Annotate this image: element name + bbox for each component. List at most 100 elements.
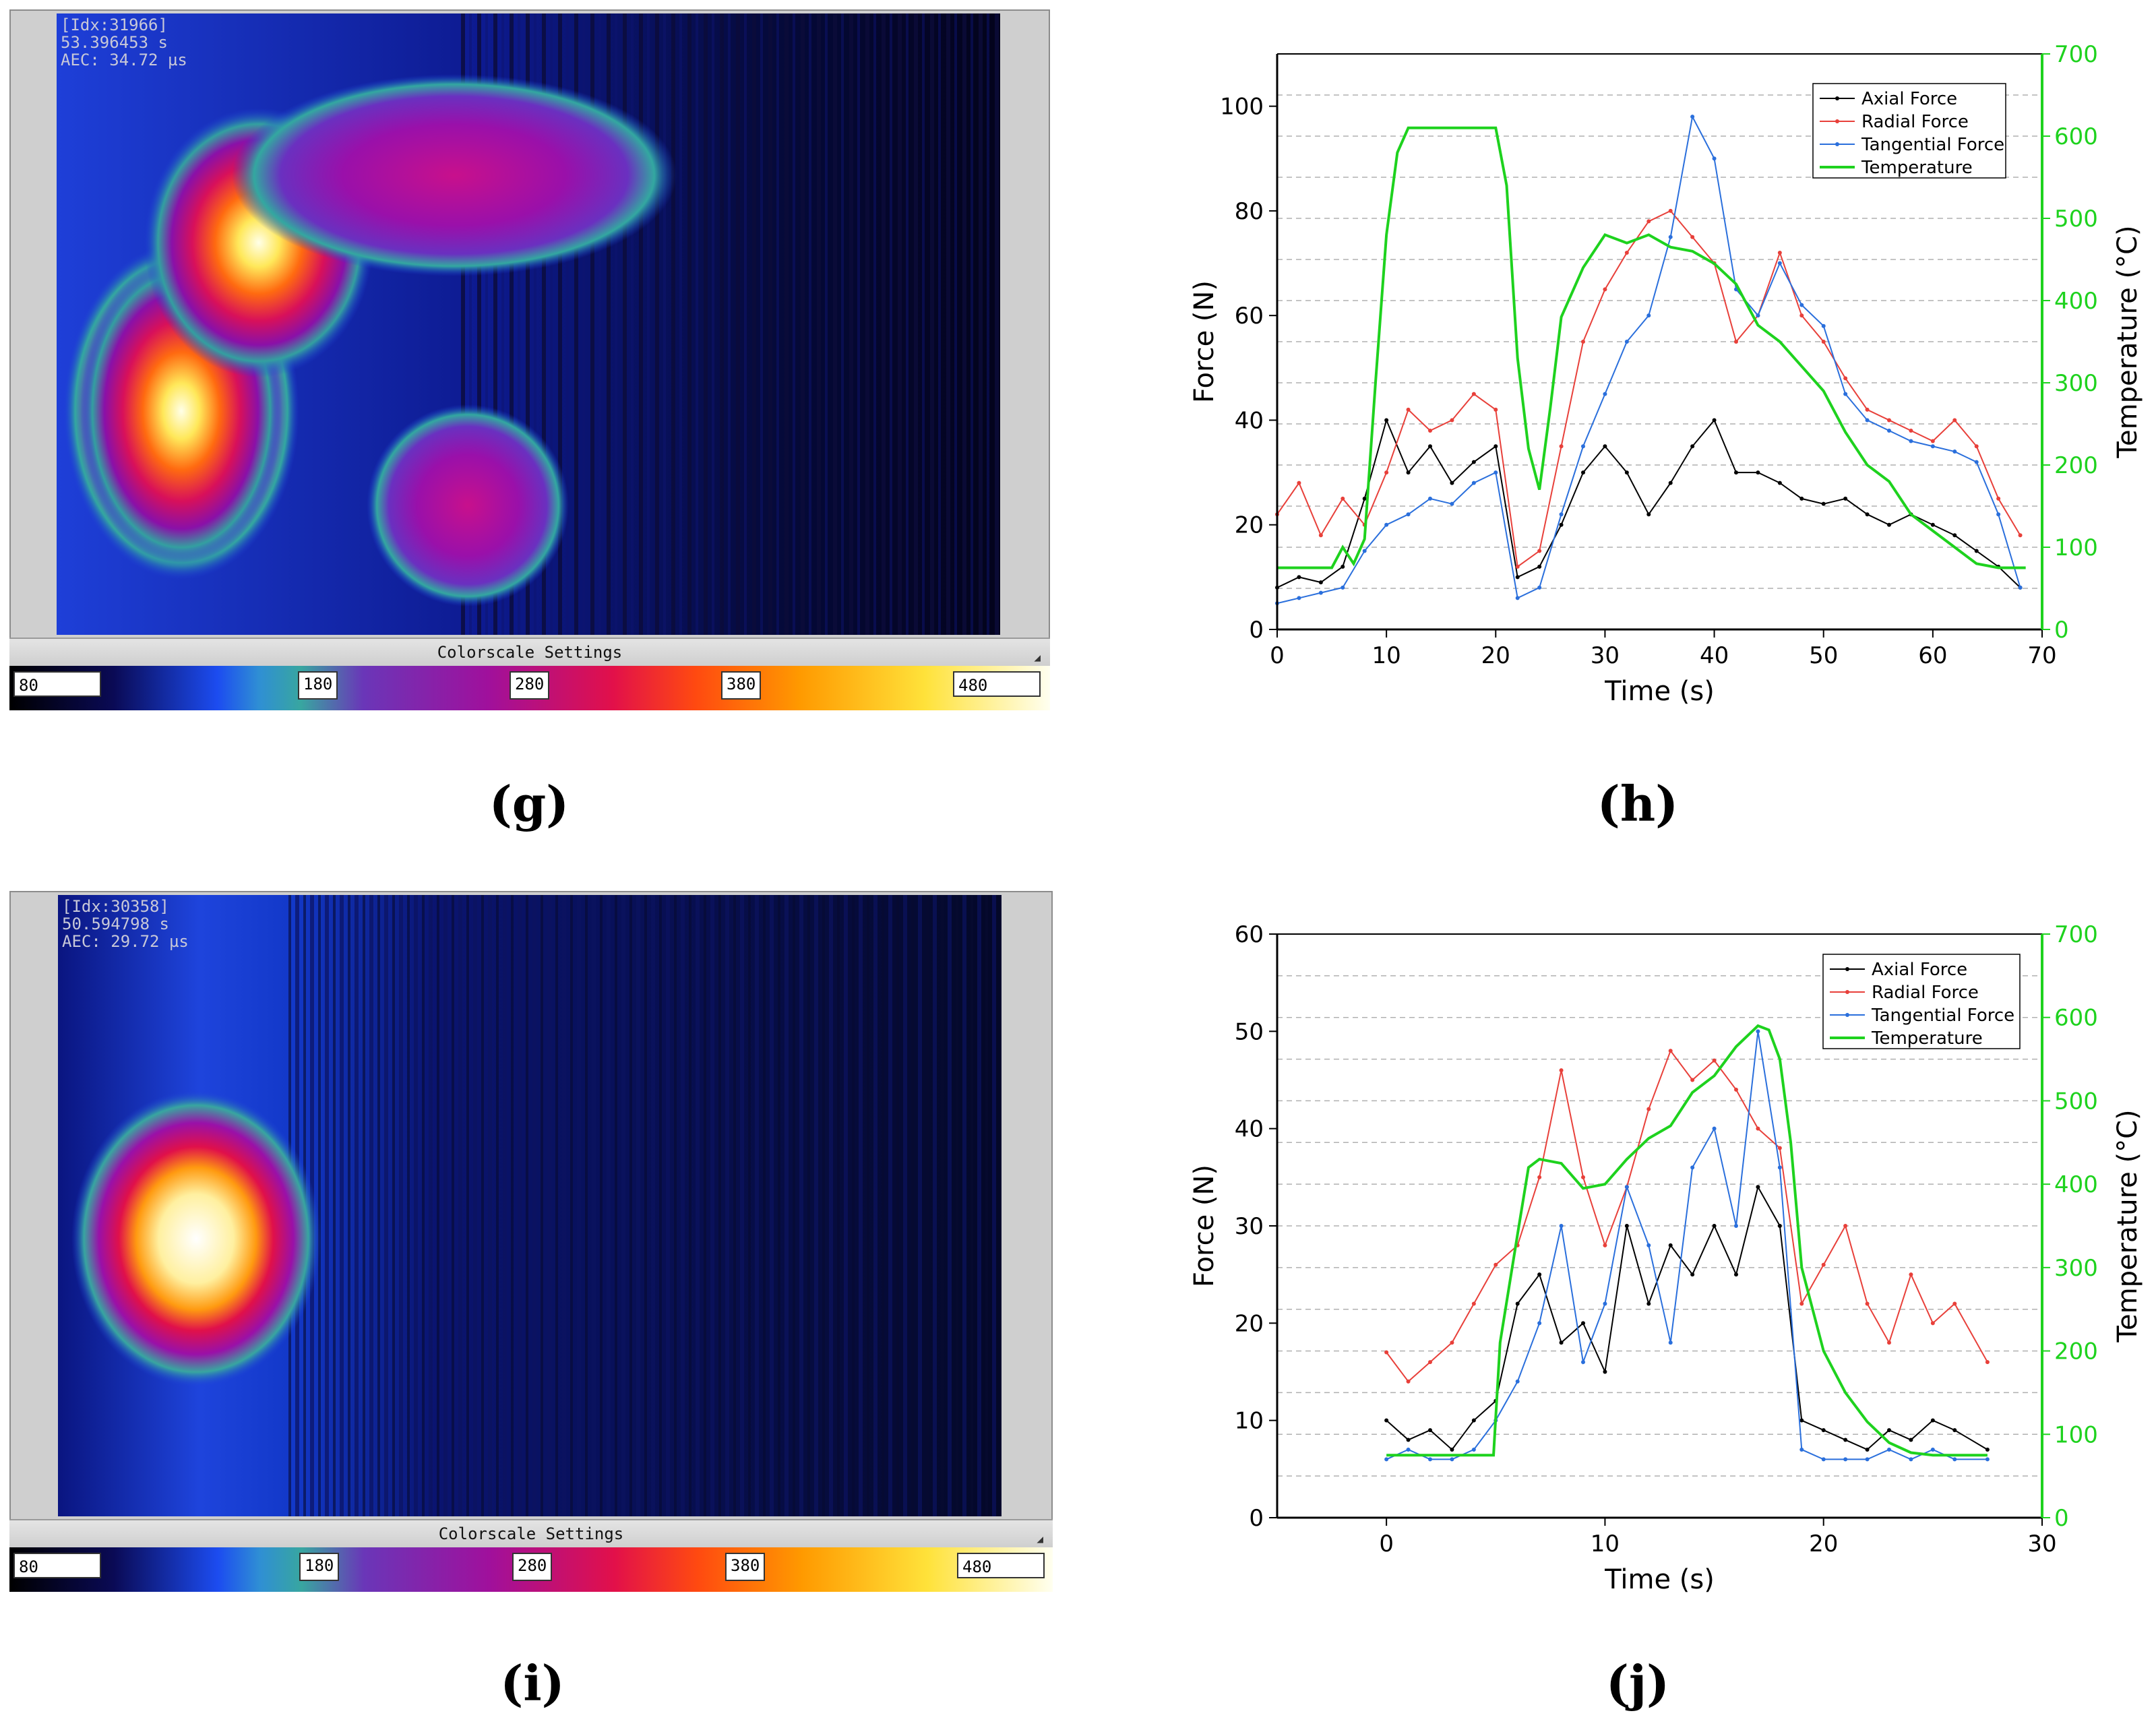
x-tick-label: 30 (2027, 1530, 2056, 1557)
data-point (1821, 1457, 1826, 1462)
legend-entry: Tangential Force (1861, 135, 2004, 155)
colorscale-settings-bar[interactable]: Colorscale Settings ◢ (9, 638, 1050, 667)
data-point (1690, 235, 1695, 239)
data-point (1559, 1224, 1564, 1228)
x-axis-label: Time (s) (1604, 676, 1715, 707)
scale-min-input[interactable]: 80 (13, 671, 101, 697)
data-point (1581, 1175, 1585, 1179)
data-point (1559, 512, 1564, 517)
data-point (1428, 1457, 1432, 1462)
y2-tick-label: 500 (2054, 1088, 2098, 1115)
data-point (1712, 1058, 1717, 1063)
data-point (1471, 1301, 1476, 1306)
data-point (1843, 1457, 1848, 1462)
data-point (1865, 418, 1870, 423)
scale-max-input[interactable]: 480 (957, 1553, 1045, 1578)
data-point (1909, 1457, 1913, 1462)
colorscale-gradient[interactable]: 80 180 280 380 480 (9, 1547, 1053, 1592)
colorscale-gradient[interactable]: 80 180 280 380 480 (9, 666, 1050, 710)
colorscale-title: Colorscale Settings (437, 643, 623, 662)
y-axis-label: Force (N) (1189, 280, 1220, 403)
legend-marker (1845, 990, 1849, 994)
y-tick-label: 50 (1235, 1018, 1264, 1045)
data-point (1821, 1428, 1826, 1433)
data-point (1384, 1418, 1389, 1423)
y-tick-label: 80 (1235, 198, 1264, 225)
data-point (1952, 418, 1957, 423)
data-point (1865, 1301, 1870, 1306)
x-tick-label: 60 (1918, 642, 1947, 669)
y-tick-label: 20 (1235, 1310, 1264, 1337)
data-point (1712, 418, 1717, 423)
series-line-temperature (1277, 126, 2026, 569)
y-tick-label: 40 (1235, 407, 1264, 434)
data-point (1537, 1272, 1542, 1277)
data-point (1646, 1301, 1651, 1306)
data-point (1428, 496, 1432, 501)
y-tick-label: 10 (1235, 1408, 1264, 1435)
data-point (1603, 1243, 1607, 1247)
data-point (1537, 1321, 1542, 1326)
data-point (1537, 585, 1542, 590)
data-point (1930, 1321, 1935, 1326)
data-point (1559, 1340, 1564, 1345)
data-point (1821, 323, 1826, 328)
data-point (1471, 460, 1476, 464)
data-point (1581, 1360, 1585, 1365)
data-point (1581, 470, 1585, 475)
y-tick-label: 40 (1235, 1116, 1264, 1143)
data-point (1603, 444, 1607, 449)
data-point (1887, 418, 1891, 423)
data-point (1777, 1165, 1782, 1170)
y2-tick-label: 500 (2054, 206, 2098, 233)
panel-label-j: (j) (1605, 1654, 1670, 1712)
data-point (1406, 470, 1411, 475)
data-point (1428, 428, 1432, 433)
data-point (1909, 1437, 1913, 1442)
x-tick-label: 0 (1379, 1530, 1394, 1557)
series-line-tangential-force (1386, 1031, 1988, 1460)
data-point (1909, 1272, 1913, 1277)
resize-corner-icon[interactable]: ◢ (1037, 1533, 1043, 1545)
data-point (1471, 481, 1476, 485)
data-point (1952, 533, 1957, 538)
legend-marker (1845, 967, 1849, 971)
data-point (1930, 1418, 1935, 1423)
data-point (1930, 439, 1935, 443)
series-line-axial-force (1276, 418, 2021, 588)
colorscale-settings-bar[interactable]: Colorscale Settings ◢ (9, 1519, 1053, 1549)
data-point (1646, 1243, 1651, 1247)
hud-readout: [Idx:31966] 53.396453 s AEC: 34.72 µs (61, 16, 187, 69)
y-axis-label: Force (N) (1189, 1165, 1220, 1287)
data-point (1799, 1418, 1804, 1423)
data-point (1952, 1301, 1957, 1306)
y2-tick-label: 600 (2054, 123, 2098, 150)
data-point (1985, 1457, 1990, 1462)
scale-tick: 380 (721, 671, 762, 700)
data-point (1930, 522, 1935, 527)
y-tick-label: 30 (1235, 1213, 1264, 1240)
scale-max-input[interactable]: 480 (953, 671, 1041, 697)
data-point (1362, 496, 1367, 501)
data-point (1537, 1175, 1542, 1179)
y-tick-label: 0 (1249, 617, 1264, 644)
legend-box (1812, 83, 2006, 179)
scale-tick: 180 (299, 1553, 340, 1581)
data-point (1799, 1447, 1804, 1452)
data-point (1341, 496, 1345, 501)
data-point (1734, 340, 1738, 344)
data-point (1471, 1447, 1476, 1452)
x-tick-label: 0 (1270, 642, 1285, 669)
data-point (1930, 444, 1935, 449)
data-point (1974, 549, 1979, 553)
x-tick-label: 30 (1591, 642, 1620, 669)
scale-min-input[interactable]: 80 (13, 1553, 101, 1578)
data-point (1646, 219, 1651, 224)
resize-corner-icon[interactable]: ◢ (1034, 651, 1041, 664)
data-point (1493, 444, 1498, 449)
data-point (1712, 1224, 1717, 1228)
x-tick-label: 40 (1700, 642, 1729, 669)
data-point (1690, 444, 1695, 449)
data-point (1799, 303, 1804, 307)
colorscale-title: Colorscale Settings (438, 1524, 624, 1543)
